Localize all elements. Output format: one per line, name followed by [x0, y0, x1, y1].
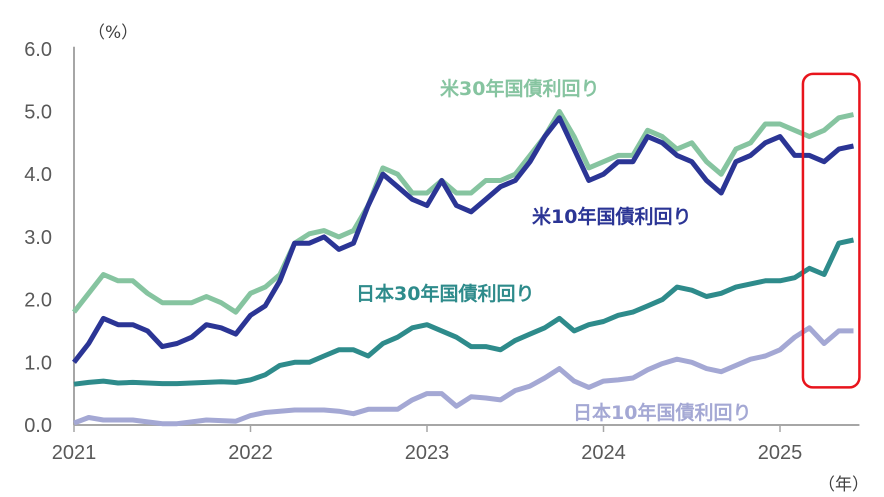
series-label-0: 米30年国債利回り — [440, 77, 599, 100]
x-tick-label: 2021 — [52, 442, 97, 464]
series-line-2 — [73, 237, 855, 387]
y-tick-label: 0.0 — [24, 415, 52, 437]
x-tick-label: 2023 — [405, 442, 450, 464]
y-tick-label: 1.0 — [24, 352, 52, 374]
series-label-1: 米10年国債利回り — [532, 205, 691, 228]
x-tick-label: 2025 — [758, 442, 803, 464]
y-tick-label: 6.0 — [24, 39, 52, 61]
series-line-0 — [72, 109, 855, 315]
y-unit-label: （%） — [88, 23, 138, 43]
axes: 0.0 1.0 2.0 3.0 4.0 5.0 6.0 2021 2022 2023 2024 202… — [24, 39, 860, 464]
x-tick-label: 2024 — [581, 442, 626, 464]
x-unit-label: （年） — [818, 475, 869, 495]
series-label-2: 日本30年国債利回り — [356, 282, 534, 305]
series-lines — [72, 72, 861, 427]
series-line-3 — [73, 325, 854, 427]
series-line-1 — [72, 115, 855, 364]
highlight-box — [801, 72, 861, 389]
y-tick-label: 4.0 — [24, 164, 52, 186]
x-tick-label: 2022 — [228, 442, 273, 464]
y-tick-label: 5.0 — [24, 102, 52, 124]
series-label-3: 日本10年国債利回り — [573, 401, 751, 424]
y-tick-label: 3.0 — [24, 227, 52, 249]
y-tick-label: 2.0 — [24, 290, 52, 312]
